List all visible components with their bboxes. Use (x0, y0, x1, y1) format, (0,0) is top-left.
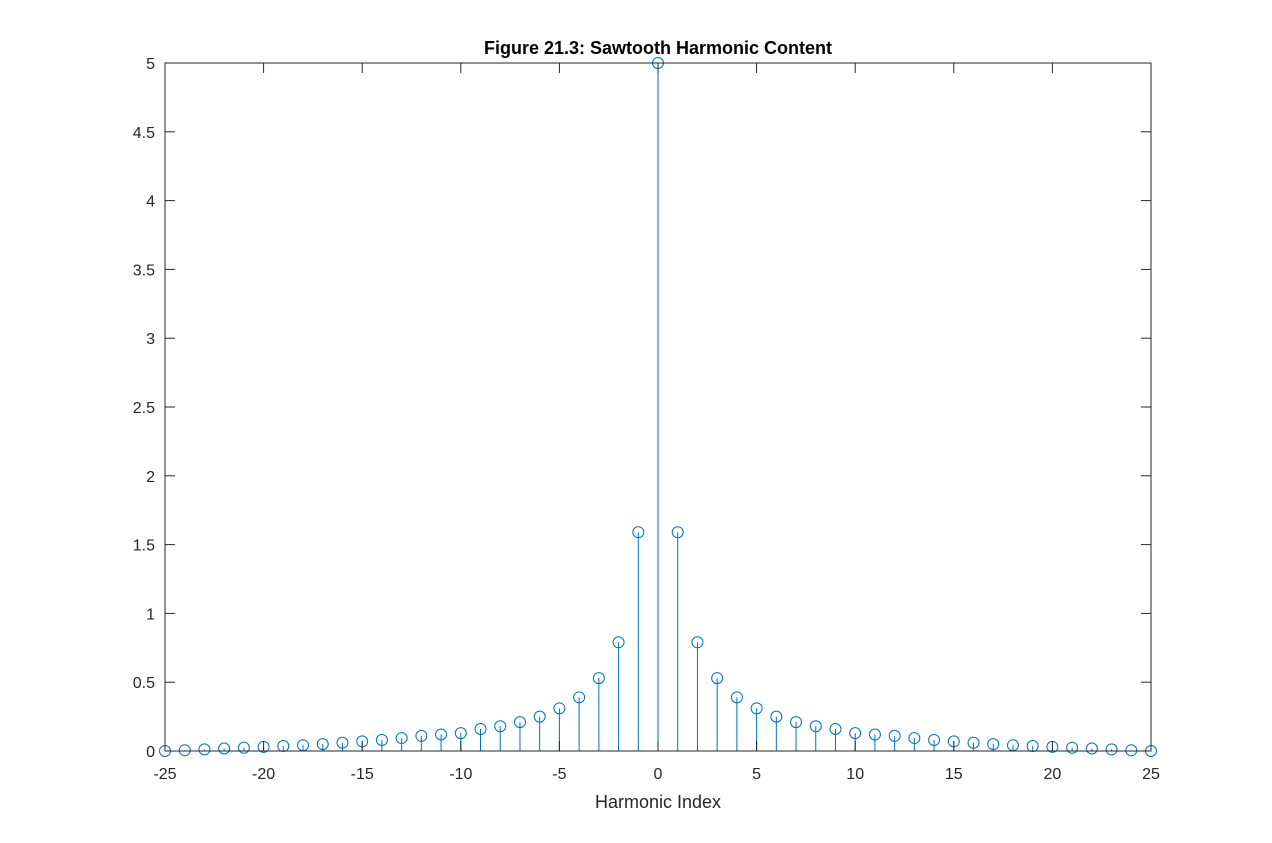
x-tick-label: -10 (449, 766, 472, 783)
x-tick-label: 20 (1044, 766, 1062, 783)
stem-marker (829, 722, 842, 735)
stem-marker (474, 722, 487, 735)
stem-marker (415, 729, 428, 742)
stem-marker (316, 738, 329, 751)
y-tick-labels: 0 0.5 1 1.5 2 2.5 3 3.5 4 4.5 5 (133, 56, 155, 761)
stem-marker (967, 736, 980, 749)
stem-marker (198, 743, 211, 756)
stem-marker (454, 727, 467, 740)
stem-marker (770, 710, 783, 723)
stem-marker (513, 716, 526, 729)
x-tick-labels: -25 -20 -15 -10 -5 0 5 10 15 20 25 (153, 766, 1160, 783)
stem-marker (592, 672, 605, 685)
stem-marker (1026, 740, 1039, 753)
stem-marker (277, 740, 290, 753)
x-tick-label: 0 (654, 766, 663, 783)
y-tick-label: 4.5 (133, 125, 155, 142)
stem-marker (1105, 743, 1118, 756)
stem-marker (1125, 744, 1138, 757)
stem-marker (928, 733, 941, 746)
stem-marker (395, 732, 408, 745)
stem-marker (533, 710, 546, 723)
y-tick-label: 2.5 (133, 400, 155, 417)
stem-marker (336, 736, 349, 749)
axes-box (164, 62, 1152, 752)
stem-marker (612, 636, 625, 649)
stem-marker (237, 741, 250, 754)
stem-marker (632, 526, 645, 539)
stem-marker (218, 742, 231, 755)
x-tick-label: -25 (153, 766, 176, 783)
stem-marker (573, 691, 586, 704)
x-tick-label: 15 (945, 766, 963, 783)
stem-marker (849, 727, 862, 740)
stem-marker (1085, 742, 1098, 755)
stem-marker (987, 738, 1000, 751)
stem-marker (375, 733, 388, 746)
y-tick-label: 0 (146, 744, 155, 761)
stem-marker (1066, 741, 1079, 754)
x-tick-label: -20 (252, 766, 275, 783)
y-tick-label: 0.5 (133, 675, 155, 692)
stem-series (159, 57, 1157, 757)
stem-marker (711, 672, 724, 685)
stem-marker (888, 729, 901, 742)
x-tick-label: -15 (351, 766, 374, 783)
y-tick-label: 2 (146, 469, 155, 486)
stem-marker (809, 720, 822, 733)
y-tick-label: 1.5 (133, 538, 155, 555)
stem-marker (178, 744, 191, 757)
y-tick-label: 3.5 (133, 262, 155, 279)
stem-marker (868, 728, 881, 741)
x-tick-label: 25 (1142, 766, 1160, 783)
y-tick-label: 3 (146, 331, 155, 348)
stem-marker (691, 636, 704, 649)
stem-marker (790, 716, 803, 729)
x-axis-title: Harmonic Index (595, 792, 721, 812)
chart-title: Figure 21.3: Sawtooth Harmonic Content (484, 38, 832, 58)
stem-marker (553, 702, 566, 715)
y-tick-label: 5 (146, 56, 155, 73)
stem-marker (671, 526, 684, 539)
stem-marker (730, 691, 743, 704)
stem-marker (494, 720, 507, 733)
stem-marker (908, 732, 921, 745)
x-tick-label: 10 (846, 766, 864, 783)
stem-marker (435, 728, 448, 741)
y-tick-label: 4 (146, 194, 155, 211)
x-tick-label: -5 (552, 766, 566, 783)
x-tick-label: 5 (752, 766, 761, 783)
stem-marker (750, 702, 763, 715)
y-tick-label: 1 (146, 606, 155, 623)
